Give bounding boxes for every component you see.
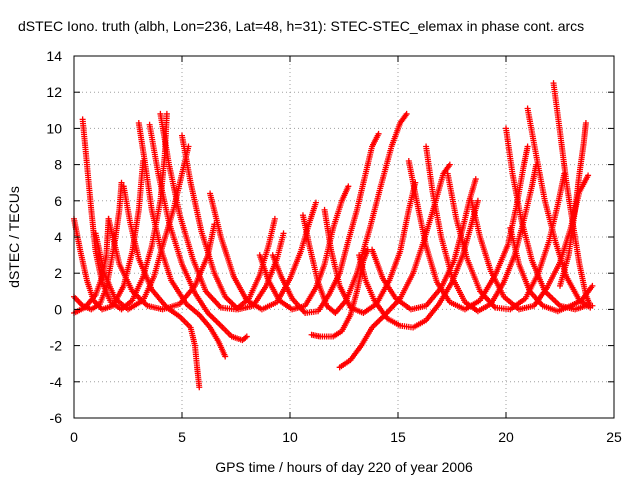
y-tick-labels: -6 -4 -2 0 2 4 6 8 10 12 14 — [46, 48, 62, 426]
data-point — [196, 384, 203, 391]
y-tick-label: 12 — [46, 84, 62, 100]
y-axis-label: dSTEC / TECUs — [6, 186, 22, 288]
x-tick-label: 15 — [390, 429, 406, 445]
y-tick-label: 14 — [46, 48, 62, 64]
data-point — [374, 318, 381, 325]
data-point — [212, 317, 219, 324]
series-27 — [524, 105, 594, 311]
data-point — [589, 282, 596, 289]
series-20 — [369, 176, 479, 313]
y-tick-label: 0 — [54, 301, 62, 317]
grid — [74, 56, 614, 418]
y-tick-label: 6 — [54, 193, 62, 209]
data-point — [163, 110, 170, 117]
chart-title: dSTEC Iono. truth (albh, Lon=236, Lat=48… — [18, 18, 584, 34]
data-point — [280, 230, 287, 237]
data-points — [71, 80, 596, 391]
data-point — [403, 110, 410, 117]
series-28 — [550, 80, 594, 309]
series-12 — [207, 190, 319, 313]
x-tick-label: 5 — [178, 429, 186, 445]
data-point — [222, 353, 229, 360]
series-7 — [120, 183, 203, 391]
data-point — [225, 296, 232, 303]
data-point — [227, 299, 234, 306]
y-tick-label: -2 — [50, 338, 63, 354]
series-8 — [135, 119, 229, 360]
data-point — [375, 130, 382, 137]
x-axis-label: GPS time / hours of day 220 of year 2006 — [215, 459, 473, 475]
data-point — [376, 317, 383, 324]
data-point — [209, 314, 216, 321]
x-tick-label: 0 — [70, 429, 78, 445]
x-tick-label: 20 — [498, 429, 514, 445]
data-point — [474, 197, 481, 204]
data-point — [373, 320, 380, 327]
series-29 — [557, 119, 589, 289]
data-point — [377, 316, 384, 323]
data-point — [118, 179, 125, 186]
y-tick-label: 4 — [54, 229, 62, 245]
y-tick-label: 8 — [54, 157, 62, 173]
data-point — [229, 300, 236, 307]
data-point — [345, 183, 352, 190]
y-tick-label: -6 — [50, 410, 63, 426]
series-21 — [405, 143, 531, 313]
data-point — [271, 215, 278, 222]
x-tick-label: 25 — [606, 429, 622, 445]
data-point — [207, 312, 214, 319]
series-17 — [321, 179, 419, 317]
data-point — [371, 321, 378, 328]
series-5 — [92, 143, 192, 313]
y-tick-label: 2 — [54, 265, 62, 281]
y-tick-label: -4 — [50, 374, 63, 390]
series-11 — [179, 132, 287, 313]
x-tick-label: 10 — [282, 429, 298, 445]
series-23 — [444, 170, 568, 313]
data-point — [524, 143, 531, 150]
data-point — [213, 318, 220, 325]
data-point — [312, 199, 319, 206]
axis-ticks — [73, 55, 615, 419]
x-tick-labels: 0 5 10 15 20 25 — [70, 429, 622, 445]
series-9 — [146, 121, 250, 344]
y-tick-label: 10 — [46, 120, 62, 136]
data-point — [446, 161, 453, 168]
data-point — [243, 333, 250, 340]
data-point — [215, 319, 221, 326]
data-point — [216, 321, 223, 328]
data-point — [226, 297, 233, 304]
series-14 — [269, 130, 382, 317]
series-4 — [79, 110, 170, 313]
data-point — [582, 119, 589, 126]
data-point — [587, 302, 594, 309]
data-point — [210, 315, 217, 322]
series-10 — [157, 110, 278, 313]
data-point — [472, 176, 479, 183]
data-point — [585, 172, 592, 179]
